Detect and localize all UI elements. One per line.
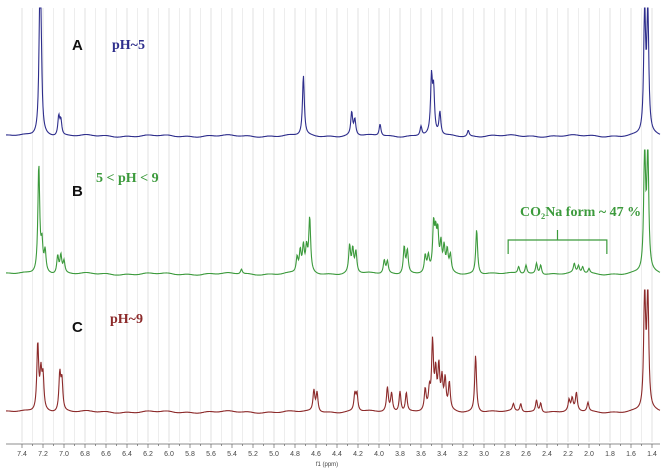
x-tick-label: 5.0 [269, 451, 279, 458]
x-tick-label: 7.2 [38, 451, 48, 458]
spectrum-trace-c [6, 289, 661, 414]
x-tick-label: 5.4 [227, 451, 237, 458]
panel-letter-a: A [72, 37, 83, 54]
x-tick-label: 7.4 [17, 451, 27, 458]
x-tick-label: 6.8 [80, 451, 90, 458]
co2na-bracket [507, 230, 608, 254]
x-tick-label: 2.8 [500, 451, 510, 458]
x-tick-label: 7.0 [59, 451, 69, 458]
x-tick-label: 3.8 [395, 451, 405, 458]
spectrum-trace-b [6, 149, 661, 276]
x-tick-label: 6.0 [164, 451, 174, 458]
x-axis-title: f1 (ppm) [316, 462, 338, 468]
x-axis: 7.4 7.2 7.0 6.8 6.6 6.4 6.2 6.0 5.8 5.6 5.4 5.2 5.0 4… [6, 443, 660, 468]
x-tick-label: 3.4 [437, 451, 447, 458]
x-tick-label: 6.4 [122, 451, 132, 458]
x-tick-label: 1.4 [647, 451, 657, 458]
x-tick-label: 3.6 [416, 451, 426, 458]
x-tick-label: 1.6 [626, 451, 636, 458]
x-tick-label: 2.2 [563, 451, 573, 458]
x-tick-label: 1.8 [605, 451, 615, 458]
x-tick-label: 6.6 [101, 451, 111, 458]
x-tick-label: 5.2 [248, 451, 258, 458]
x-tick-label: 4.8 [290, 451, 300, 458]
panel-a: A pH~5 [6, 7, 661, 138]
grid-lines [21, 8, 653, 442]
x-tick-label: 2.0 [584, 451, 594, 458]
x-axis-tick-labels: 7.4 7.2 7.0 6.8 6.6 6.4 6.2 6.0 5.8 5.6 5.4 5.2 5.0 4… [17, 451, 657, 458]
x-tick-label: 4.2 [353, 451, 363, 458]
x-tick-label: 3.2 [458, 451, 468, 458]
x-tick-label: 4.4 [332, 451, 342, 458]
x-axis-ticks [21, 444, 653, 448]
panel-letter-b: B [72, 183, 83, 200]
x-tick-label: 5.6 [206, 451, 216, 458]
x-tick-label: 4.0 [374, 451, 384, 458]
x-tick-label: 2.4 [542, 451, 552, 458]
panel-c: C pH~9 [6, 289, 661, 414]
spectrum-trace-a [6, 7, 661, 138]
x-tick-label: 5.8 [185, 451, 195, 458]
co2na-annotation: CO₂Na form ~ 47 % [520, 205, 641, 220]
panel-letter-c: C [72, 319, 83, 336]
panel-b: B 5 < pH < 9 CO₂Na form ~ 47 % [6, 149, 661, 276]
condition-label-a: pH~5 [112, 38, 145, 53]
x-tick-label: 4.6 [311, 451, 321, 458]
x-tick-label: 6.2 [143, 451, 153, 458]
x-tick-label: 2.6 [521, 451, 531, 458]
condition-label-c: pH~9 [110, 312, 143, 327]
x-tick-label: 3.0 [479, 451, 489, 458]
condition-label-b: 5 < pH < 9 [96, 171, 159, 186]
